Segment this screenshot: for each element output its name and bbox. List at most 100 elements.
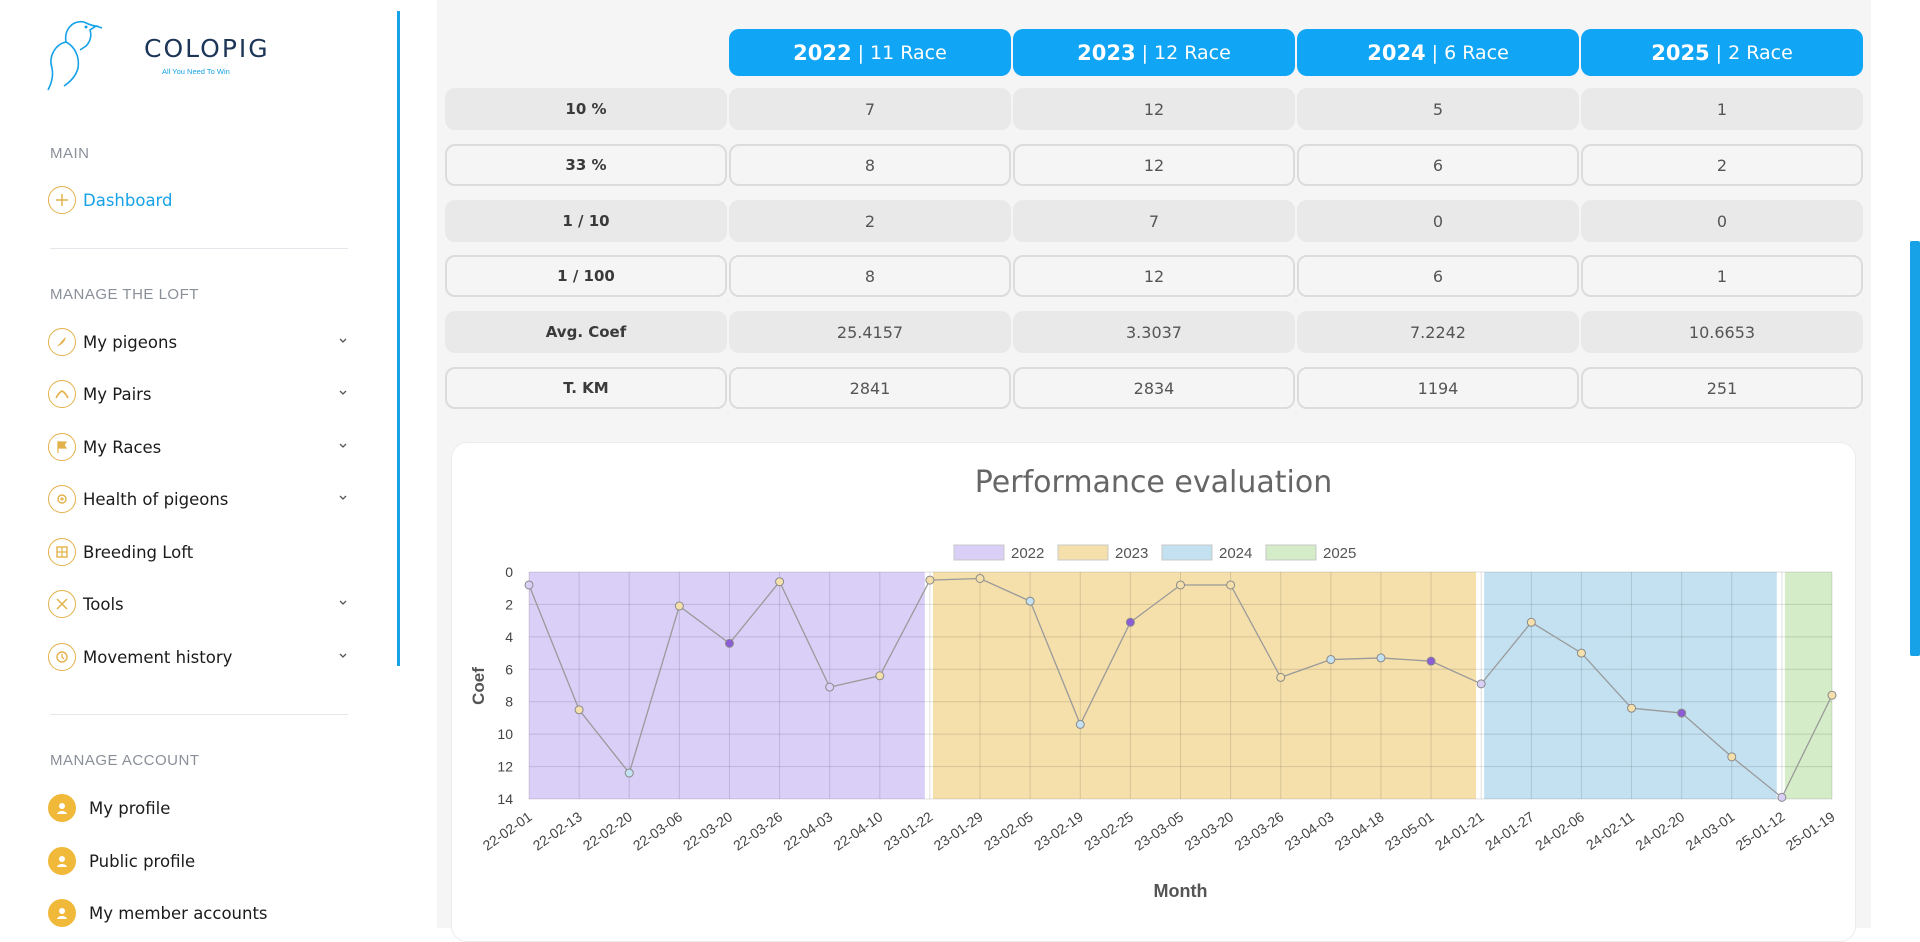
logo-tagline: All You Need To Win — [162, 67, 230, 76]
data-point — [1827, 690, 1837, 700]
scrollbar[interactable] — [1910, 0, 1920, 928]
band-2025 — [1784, 572, 1832, 799]
legend-swatch — [1265, 544, 1317, 561]
x-tick-label: 23-01-22 — [881, 808, 936, 853]
year-header-2023: 2023 | 12 Race — [1013, 29, 1295, 76]
stats-cell: 0 — [1581, 200, 1863, 242]
pigeon-logo-icon — [47, 20, 103, 91]
y-tick-label: 0 — [505, 564, 513, 580]
x-tick-label: 23-03-05 — [1131, 808, 1186, 853]
x-tick-label: 24-03-01 — [1682, 808, 1737, 853]
sidebar-item-tools[interactable]: Tools — [48, 586, 350, 622]
sidebar-item-label: Health of pigeons — [83, 489, 229, 509]
data-point — [1176, 580, 1185, 590]
section-title-manage-account: MANAGE ACCOUNT — [50, 752, 200, 769]
sidebar-item-my-pairs[interactable]: My Pairs — [48, 376, 350, 412]
stats-cell: 25.4157 — [729, 311, 1011, 353]
sidebar-item-breeding-loft[interactable]: Breeding Loft — [48, 534, 350, 570]
data-point — [875, 671, 885, 681]
stats-row-label: T. KM — [445, 367, 727, 409]
sidebar: COLOPIG All You Need To Win MAIN Dashboa… — [0, 0, 398, 928]
x-tick-label: 23-05-01 — [1382, 808, 1437, 853]
chevron-down-icon[interactable] — [336, 386, 350, 400]
section-title-main: MAIN — [50, 145, 90, 162]
sidebar-item-label: Public profile — [89, 851, 196, 871]
sidebar-item-health[interactable]: Health of pigeons — [48, 481, 350, 517]
pair-icon — [48, 380, 76, 408]
stats-cell: 7 — [1013, 200, 1295, 242]
chevron-down-icon[interactable] — [336, 439, 350, 453]
stats-cell: 12 — [1013, 88, 1295, 130]
x-tick-label: 23-03-20 — [1181, 808, 1236, 853]
stats-cell: 2 — [1581, 144, 1863, 186]
sidebar-item-label: My profile — [89, 798, 171, 818]
year-header-2024: 2024 | 6 Race — [1297, 29, 1579, 76]
stats-row-label: 33 % — [445, 144, 727, 186]
chevron-down-icon[interactable] — [336, 491, 350, 505]
sidebar-item-movement-history[interactable]: Movement history — [48, 639, 350, 675]
legend-label: 2022 — [1011, 545, 1044, 562]
sidebar-item-dashboard[interactable]: Dashboard — [48, 182, 350, 218]
sidebar-item-my-profile[interactable]: My profile — [48, 790, 350, 826]
x-tick-label: 23-02-05 — [981, 808, 1036, 853]
data-point — [674, 601, 684, 611]
stats-row-label: 1 / 10 — [445, 200, 727, 242]
data-point — [1777, 792, 1787, 802]
sidebar-item-label: My Races — [83, 437, 162, 457]
x-tick-label: 23-04-03 — [1281, 808, 1336, 853]
data-point — [1576, 648, 1586, 658]
legend-label: 2025 — [1323, 545, 1356, 562]
x-tick-label: 22-02-01 — [480, 808, 535, 853]
x-tick-label: 24-01-21 — [1432, 808, 1487, 853]
data-point — [1627, 703, 1637, 713]
x-axis-label: Month — [1154, 881, 1208, 901]
data-point — [1476, 679, 1486, 689]
stats-cell: 10.6653 — [1581, 311, 1863, 353]
section-title-manage-loft: MANAGE THE LOFT — [50, 286, 199, 303]
sidebar-divider — [50, 248, 348, 249]
scrollbar-thumb[interactable] — [1910, 241, 1920, 656]
x-tick-label: 22-04-03 — [780, 808, 835, 853]
stats-cell: 1194 — [1297, 367, 1579, 409]
chevron-down-icon[interactable] — [336, 334, 350, 348]
stats-cell: 2 — [729, 200, 1011, 242]
data-point — [1727, 752, 1737, 762]
loft-icon — [48, 538, 76, 566]
race-count: 2 Race — [1728, 41, 1793, 64]
pigeon-icon — [48, 328, 76, 356]
data-point — [724, 638, 734, 648]
sidebar-scroll-indicator — [397, 11, 400, 666]
sidebar-item-my-pigeons[interactable]: My pigeons — [48, 324, 350, 360]
x-tick-label: 22-02-13 — [530, 808, 585, 853]
stats-cell: 5 — [1297, 88, 1579, 130]
x-tick-label: 25-01-12 — [1733, 808, 1788, 853]
stats-cell: 251 — [1581, 367, 1863, 409]
data-point — [1276, 672, 1286, 682]
data-point — [524, 580, 534, 590]
stats-cell: 6 — [1297, 144, 1579, 186]
sidebar-item-label: My pigeons — [83, 332, 178, 352]
sidebar-item-my-races[interactable]: My Races — [48, 429, 350, 465]
tools-icon — [48, 590, 76, 618]
data-point — [1075, 719, 1085, 729]
stats-cell: 8 — [729, 255, 1011, 297]
clock-icon — [48, 643, 76, 671]
chevron-down-icon[interactable] — [336, 649, 350, 663]
race-count: 11 Race — [870, 41, 947, 64]
plus-circle-icon — [48, 186, 76, 214]
chevron-down-icon[interactable] — [336, 596, 350, 610]
logo-name: COLOPIG — [144, 34, 270, 63]
sidebar-item-public-profile[interactable]: Public profile — [48, 843, 350, 879]
sidebar-divider — [50, 714, 348, 715]
x-tick-label: 22-04-10 — [830, 808, 885, 853]
data-point — [1326, 655, 1336, 665]
legend-swatch — [1161, 544, 1213, 561]
y-tick-label: 8 — [505, 694, 513, 710]
stats-cell: 2834 — [1013, 367, 1295, 409]
year-header-2025: 2025 | 2 Race — [1581, 29, 1863, 76]
colopig-logo[interactable]: COLOPIG All You Need To Win — [44, 16, 268, 96]
sidebar-item-member-accounts[interactable]: My member accounts — [48, 895, 350, 931]
stats-cell: 8 — [729, 144, 1011, 186]
stats-row-label: 10 % — [445, 88, 727, 130]
data-point — [775, 577, 785, 587]
